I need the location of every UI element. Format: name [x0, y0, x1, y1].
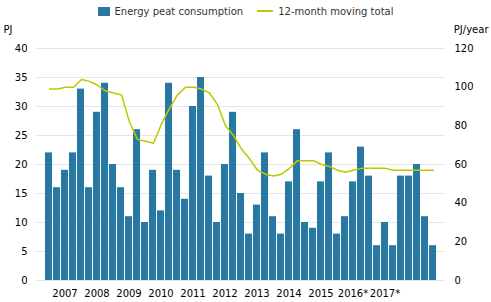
- svg-text:120: 120: [455, 43, 474, 54]
- svg-text:5: 5: [21, 246, 27, 257]
- svg-text:60: 60: [455, 159, 468, 170]
- svg-text:10: 10: [15, 217, 28, 228]
- svg-text:100: 100: [455, 81, 474, 92]
- svg-text:40: 40: [15, 43, 28, 54]
- svg-text:2007: 2007: [52, 288, 77, 299]
- svg-text:20: 20: [15, 159, 28, 170]
- svg-text:2016*: 2016*: [338, 288, 368, 299]
- svg-text:2015: 2015: [308, 288, 333, 299]
- svg-text:25: 25: [15, 130, 28, 141]
- svg-text:15: 15: [15, 188, 28, 199]
- svg-text:2013: 2013: [244, 288, 269, 299]
- svg-text:20: 20: [455, 236, 468, 247]
- svg-text:2010: 2010: [148, 288, 173, 299]
- svg-text:2012: 2012: [212, 288, 237, 299]
- html-text:Energy peat consumption: Energy peat consumption: [114, 5, 244, 17]
- svg-text:0: 0: [21, 275, 27, 286]
- svg-text:80: 80: [455, 120, 468, 131]
- svg-text:2009: 2009: [116, 288, 141, 299]
- svg-text:2017*: 2017*: [370, 288, 400, 299]
- svg-text:30: 30: [15, 101, 28, 112]
- svg-text:PJ/year: PJ/year: [454, 24, 490, 35]
- svg-text:40: 40: [455, 197, 468, 208]
- svg-text:2008: 2008: [84, 288, 109, 299]
- svg-text:PJ: PJ: [4, 24, 13, 35]
- svg-text:2014: 2014: [276, 288, 301, 299]
- svg-text:2011: 2011: [180, 288, 205, 299]
- svg-text:35: 35: [15, 72, 28, 83]
- svg-text:0: 0: [455, 275, 461, 286]
- html-text:12-month moving total: 12-month moving total: [278, 5, 394, 17]
